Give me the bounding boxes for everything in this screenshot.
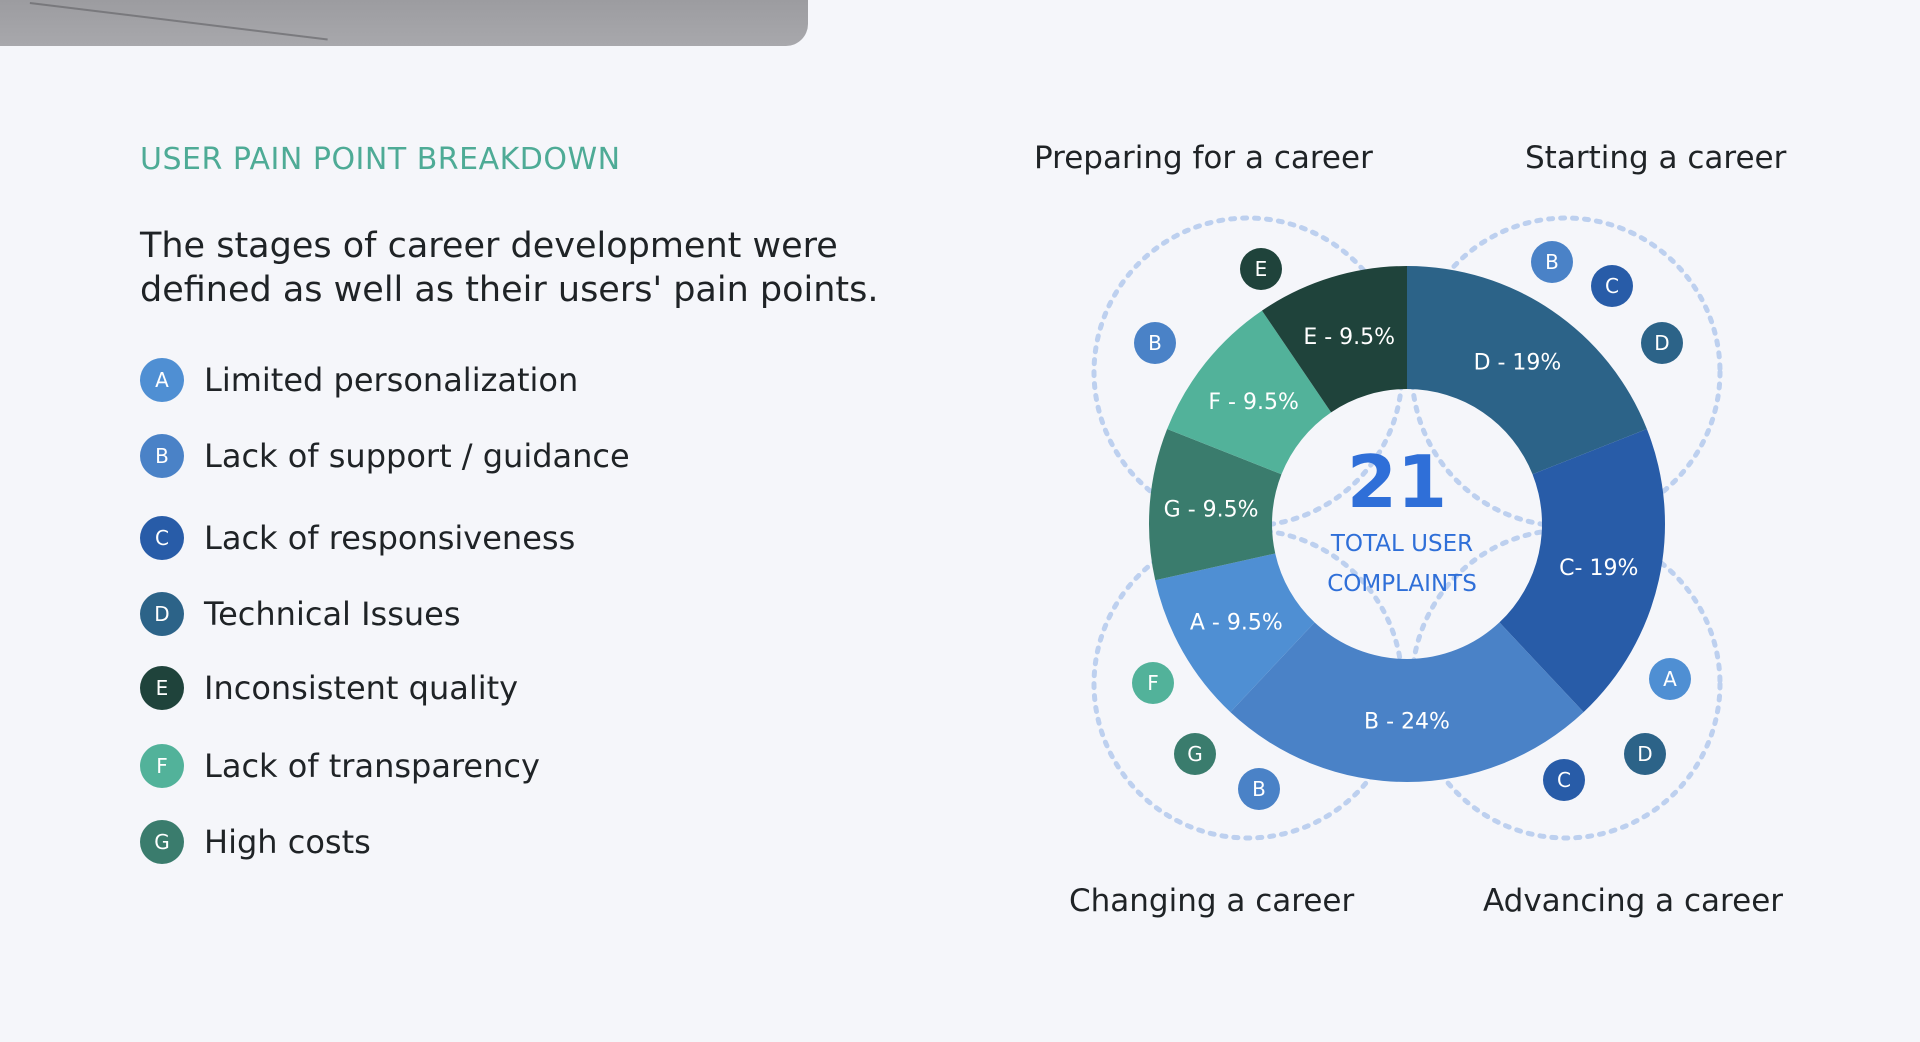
legend-badge-e: E <box>140 666 184 710</box>
slice-label-c: C- 19% <box>1559 556 1638 581</box>
slice-b <box>1230 622 1584 782</box>
stage-label-preparing: Preparing for a career <box>1034 140 1373 176</box>
total-complaints-value: 21 <box>1347 440 1447 524</box>
slice-label-e: E - 9.5% <box>1303 325 1395 350</box>
legend-label: Lack of responsiveness <box>204 519 576 557</box>
stage-badge-letter: D <box>1637 742 1652 766</box>
legend-item-d: D Technical Issues <box>140 592 461 636</box>
stage-badge-letter: D <box>1654 331 1669 355</box>
stage-badge-c: C <box>1591 265 1633 307</box>
stage-badge-b: B <box>1238 768 1280 810</box>
legend-badge-f: F <box>140 744 184 788</box>
stage-badge-letter: G <box>1187 742 1203 766</box>
slice-d <box>1407 266 1647 475</box>
legend-item-a: A Limited personalization <box>140 358 578 402</box>
stage-badge-a: A <box>1649 658 1691 700</box>
stage-badge-circle <box>1641 322 1683 364</box>
slice-a <box>1155 553 1315 713</box>
stage-badge-g: G <box>1174 733 1216 775</box>
stage-label-starting: Starting a career <box>1525 140 1787 176</box>
stage-badge-f: F <box>1132 662 1174 704</box>
stage-badge-d: D <box>1641 322 1683 364</box>
stage-badge-circle <box>1132 662 1174 704</box>
legend-label: Lack of transparency <box>204 747 540 785</box>
stage-badge-circle <box>1238 768 1280 810</box>
slice-e <box>1261 266 1407 413</box>
stage-badge-letter: C <box>1605 274 1619 298</box>
stage-badge-circle <box>1240 248 1282 290</box>
stage-badge-letter: E <box>1255 257 1268 281</box>
stage-badge-b: B <box>1134 322 1176 364</box>
legend-badge-b: B <box>140 434 184 478</box>
stage-badge-c: C <box>1543 759 1585 801</box>
stage-badge-letter: F <box>1147 671 1159 695</box>
stage-badge-circle <box>1591 265 1633 307</box>
slice-label-f: F - 9.5% <box>1208 390 1298 415</box>
stage-badge-circle <box>1649 658 1691 700</box>
legend-badge-a: A <box>140 358 184 402</box>
legend-label: Inconsistent quality <box>204 669 519 707</box>
stage-badge-letter: C <box>1557 768 1571 792</box>
total-complaints-label-line2: COMPLAINTS <box>1327 571 1477 597</box>
stage-badge-circle <box>1624 733 1666 775</box>
lead-paragraph: The stages of career development were de… <box>140 226 879 310</box>
slice-label-g: G - 9.5% <box>1164 498 1259 523</box>
stage-badge-circle <box>1543 759 1585 801</box>
stage-badge-letter: B <box>1252 777 1266 801</box>
legend-label: High costs <box>204 823 371 861</box>
stage-label-changing: Changing a career <box>1069 883 1355 919</box>
slice-label-b: B - 24% <box>1364 710 1450 735</box>
legend-item-e: E Inconsistent quality <box>140 666 518 710</box>
stage-badge-circle <box>1531 241 1573 283</box>
legend-item-c: C Lack of responsiveness <box>140 516 575 560</box>
legend-badge-c: C <box>140 516 184 560</box>
legend-label: Limited personalization <box>204 361 579 399</box>
stage-badge-letter: A <box>1663 667 1677 691</box>
legend-label: Lack of support / guidance <box>204 437 630 475</box>
slice-g <box>1149 429 1282 581</box>
slice-label-d: D - 19% <box>1474 350 1562 375</box>
slice-label-a: A - 9.5% <box>1190 610 1283 635</box>
section-title: USER PAIN POINT BREAKDOWN <box>140 142 621 177</box>
top-banner-image <box>0 0 808 46</box>
stage-badge-letter: B <box>1148 331 1162 355</box>
legend-item-f: F Lack of transparency <box>140 744 540 788</box>
slice-f <box>1167 310 1332 475</box>
stage-label-advancing: Advancing a career <box>1483 883 1784 919</box>
legend-badge-d: D <box>140 592 184 636</box>
stage-badge-circle <box>1134 322 1176 364</box>
slice-c <box>1499 429 1665 713</box>
stage-badge-d: D <box>1624 733 1666 775</box>
legend-item-g: G High costs <box>140 820 371 864</box>
stage-badge-letter: B <box>1545 250 1559 274</box>
stage-badge-b: B <box>1531 241 1573 283</box>
legend-label: Technical Issues <box>204 595 461 633</box>
legend-item-b: B Lack of support / guidance <box>140 434 630 478</box>
legend-badge-g: G <box>140 820 184 864</box>
total-complaints-label-line1: TOTAL USER <box>1330 531 1473 557</box>
stage-badge-e: E <box>1240 248 1282 290</box>
stage-badge-circle <box>1174 733 1216 775</box>
